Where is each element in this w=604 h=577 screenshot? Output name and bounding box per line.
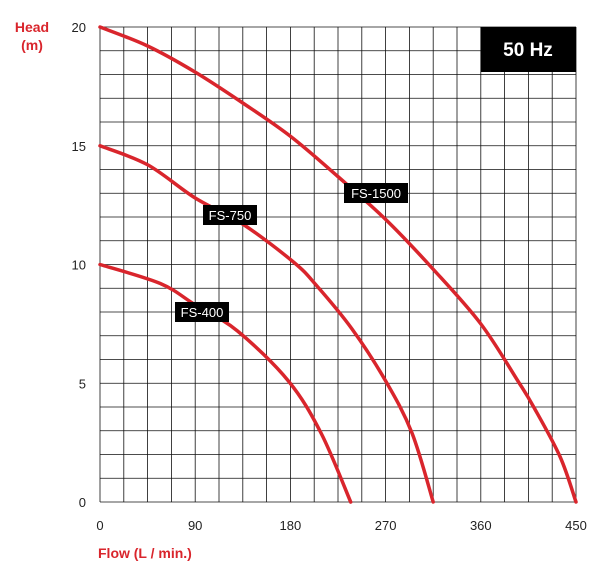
tick-labels: 0 90 180 270 360 450 0 5 10 15 20 xyxy=(72,20,587,533)
y-axis-title-line1: Head xyxy=(15,19,49,35)
frequency-badge: 50 Hz xyxy=(481,27,576,72)
curve-fs-1500 xyxy=(98,25,578,504)
curve-fs-400 xyxy=(98,262,353,504)
curve-label-bg xyxy=(175,302,229,322)
x-tick-label: 180 xyxy=(280,518,302,533)
grid xyxy=(99,26,577,503)
y-tick-label: 15 xyxy=(72,139,86,154)
x-tick-label: 90 xyxy=(188,518,202,533)
curve-label-text: FS-1500 xyxy=(351,186,401,201)
curve-fs-750 xyxy=(98,144,435,504)
x-tick-label: 450 xyxy=(565,518,587,533)
curves xyxy=(98,25,578,504)
curve-label-fs-1500: FS-1500 xyxy=(344,183,408,203)
x-tick-label: 270 xyxy=(375,518,397,533)
y-tick-label: 0 xyxy=(79,495,86,510)
curve-label-text: FS-400 xyxy=(181,305,224,320)
curve-label-fs-750: FS-750 xyxy=(203,205,257,225)
x-axis-title: Flow (L / min.) xyxy=(98,545,192,561)
y-tick-label: 10 xyxy=(72,258,86,273)
y-tick-label: 5 xyxy=(79,376,86,391)
y-tick-label: 20 xyxy=(72,20,86,35)
x-tick-label: 360 xyxy=(470,518,492,533)
curve-label-bg xyxy=(203,205,257,225)
curve-label-text: FS-750 xyxy=(209,208,252,223)
y-axis-title-line2: (m) xyxy=(21,37,43,53)
curve-label-bg xyxy=(344,183,408,203)
frequency-badge-text: 50 Hz xyxy=(503,40,553,61)
curve-labels: FS-1500 FS-750 FS-400 xyxy=(175,183,408,322)
x-tick-label: 0 xyxy=(96,518,103,533)
curve-label-fs-400: FS-400 xyxy=(175,302,229,322)
